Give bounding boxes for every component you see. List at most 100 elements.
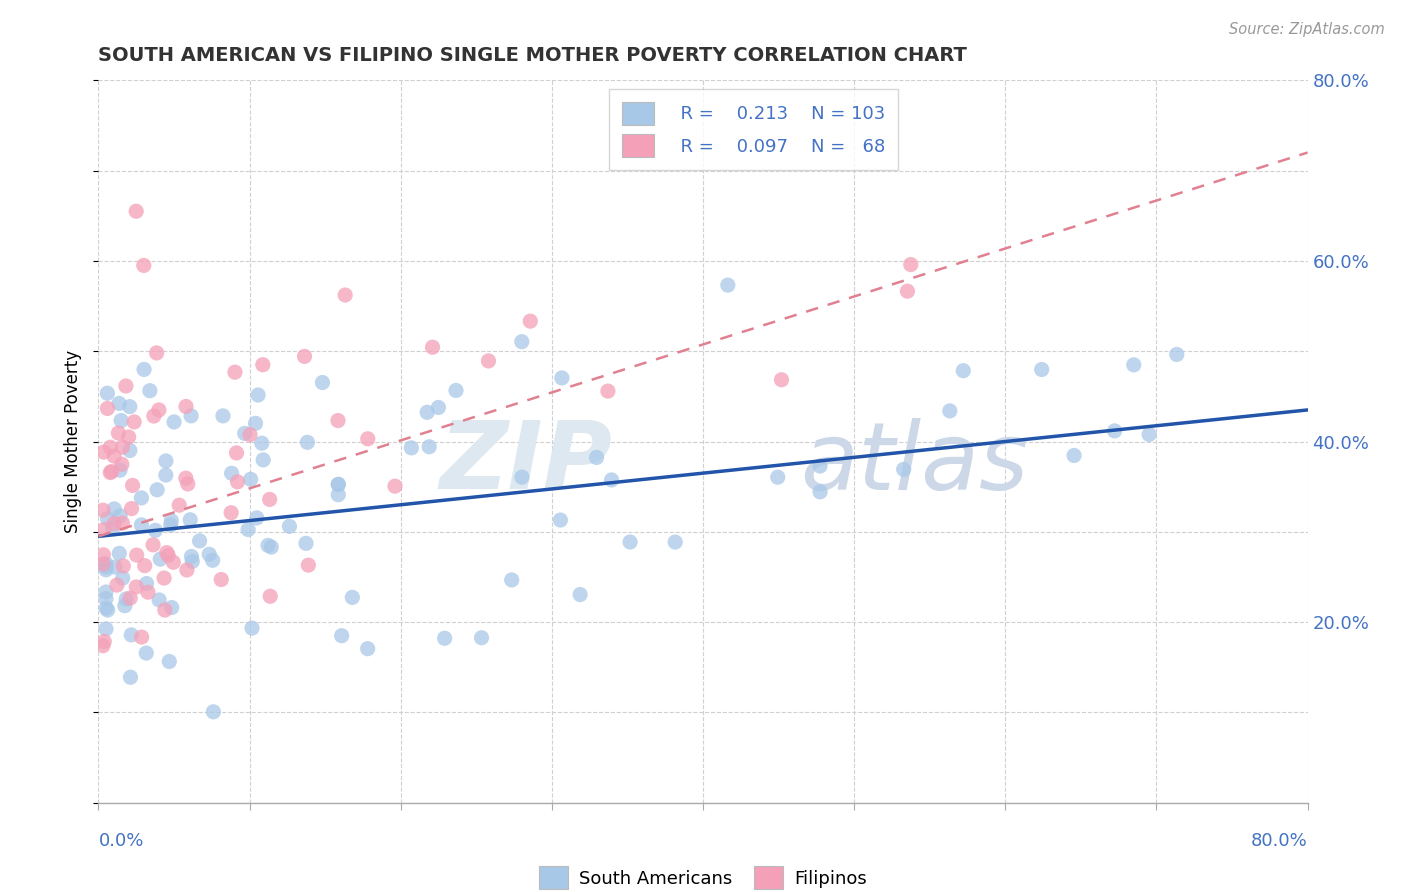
Point xyxy=(226,475,249,489)
Point xyxy=(294,350,316,364)
Point xyxy=(132,259,155,273)
Y-axis label: Single Mother Poverty: Single Mother Poverty xyxy=(65,350,83,533)
Point xyxy=(103,449,125,463)
Point xyxy=(328,488,350,502)
Point xyxy=(96,512,118,526)
Point xyxy=(93,634,115,648)
Point xyxy=(600,473,623,487)
Point xyxy=(97,603,120,617)
Point xyxy=(510,334,533,349)
Point xyxy=(139,384,162,398)
Point xyxy=(250,436,273,450)
Point xyxy=(188,533,211,548)
Point xyxy=(108,508,131,523)
Point xyxy=(122,415,145,429)
Point xyxy=(91,557,114,571)
Point xyxy=(357,641,380,656)
Text: 0.0%: 0.0% xyxy=(98,831,143,850)
Point xyxy=(111,457,134,471)
Point xyxy=(142,538,165,552)
Point xyxy=(121,478,143,492)
Point xyxy=(115,591,138,606)
Point xyxy=(326,413,349,427)
Point xyxy=(120,591,142,606)
Point xyxy=(135,646,157,660)
Point xyxy=(201,553,224,567)
Point xyxy=(156,545,179,559)
Point xyxy=(900,258,922,272)
Point xyxy=(111,440,134,454)
Text: 80.0%: 80.0% xyxy=(1251,831,1308,850)
Point xyxy=(401,441,423,455)
Point xyxy=(125,204,148,219)
Point xyxy=(112,559,135,574)
Point xyxy=(477,354,499,368)
Point xyxy=(115,379,138,393)
Point xyxy=(143,524,166,538)
Point xyxy=(179,513,201,527)
Point xyxy=(94,560,117,574)
Point xyxy=(295,536,318,550)
Point xyxy=(501,573,523,587)
Point xyxy=(239,472,262,486)
Point xyxy=(519,314,541,328)
Point xyxy=(224,365,246,379)
Point xyxy=(585,450,607,465)
Point xyxy=(131,491,153,505)
Text: atlas: atlas xyxy=(800,417,1028,508)
Point xyxy=(550,513,572,527)
Point xyxy=(111,516,134,530)
Point xyxy=(202,705,225,719)
Point xyxy=(94,563,117,577)
Point xyxy=(96,386,118,401)
Point xyxy=(94,622,117,636)
Point xyxy=(444,384,467,398)
Point xyxy=(103,501,125,516)
Point xyxy=(384,479,406,493)
Point xyxy=(100,465,122,479)
Point xyxy=(157,549,180,563)
Point xyxy=(433,632,456,646)
Point xyxy=(259,589,281,603)
Point xyxy=(155,454,177,468)
Point xyxy=(98,466,121,480)
Point xyxy=(180,549,202,564)
Point xyxy=(239,427,262,442)
Text: ZIP: ZIP xyxy=(440,417,613,509)
Point xyxy=(108,463,131,477)
Point xyxy=(212,409,235,423)
Point xyxy=(142,409,165,423)
Point xyxy=(181,554,204,568)
Point xyxy=(470,631,492,645)
Point xyxy=(118,430,141,444)
Point xyxy=(160,600,183,615)
Point xyxy=(311,376,333,390)
Point xyxy=(167,498,190,512)
Point xyxy=(163,415,186,429)
Point xyxy=(240,621,263,635)
Point xyxy=(153,571,176,585)
Point xyxy=(510,470,533,484)
Point xyxy=(297,558,319,573)
Point xyxy=(939,404,962,418)
Point xyxy=(91,503,114,517)
Point xyxy=(120,628,142,642)
Point xyxy=(893,462,915,476)
Point xyxy=(114,599,136,613)
Point xyxy=(278,519,301,533)
Point xyxy=(131,630,153,644)
Point xyxy=(422,340,444,354)
Point xyxy=(157,655,180,669)
Point xyxy=(1122,358,1144,372)
Point xyxy=(808,458,831,473)
Point xyxy=(148,403,170,417)
Point xyxy=(108,396,131,410)
Point xyxy=(104,560,127,574)
Point xyxy=(416,405,439,419)
Point xyxy=(94,591,117,606)
Point xyxy=(260,540,283,554)
Point xyxy=(357,432,380,446)
Point xyxy=(100,440,122,454)
Point xyxy=(1137,427,1160,442)
Point xyxy=(259,492,281,507)
